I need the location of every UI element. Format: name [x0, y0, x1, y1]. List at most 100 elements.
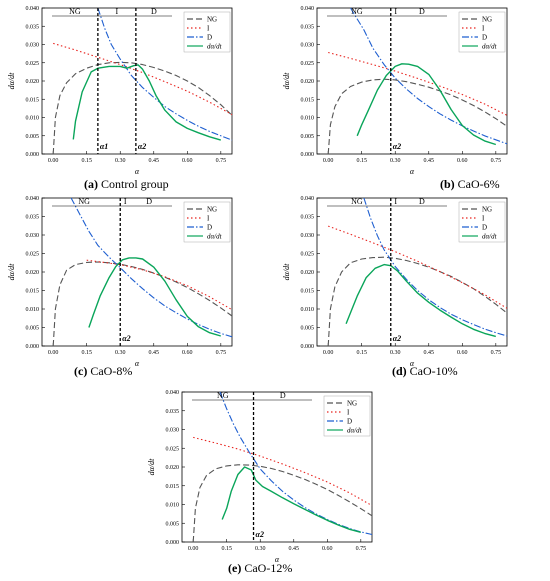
series-rate-line: [72, 64, 221, 141]
y-tick-label: 0.000: [166, 540, 180, 546]
series-i-line: [328, 51, 508, 116]
x-tick-label: 0.75: [491, 350, 502, 356]
legend-label-i: I: [207, 215, 210, 223]
caption-text: CaO-6%: [457, 177, 500, 191]
y-tick-label: 0.005: [26, 326, 40, 332]
series-i-line: [193, 436, 373, 507]
caption-letter: (c): [74, 364, 88, 378]
x-tick-label: 0.75: [356, 546, 367, 552]
chart-d: 0.000 0.005 0.010 0.015 0.020 0.025 0.030 0.035…: [282, 196, 508, 368]
legend-label-i: I: [482, 215, 485, 223]
x-tick-label: 0.60: [182, 158, 193, 164]
x-tick-label: 0.15: [81, 350, 92, 356]
series-rate-line: [356, 63, 497, 146]
x-tick-label: 0.15: [356, 350, 367, 356]
caption-text: Control group: [101, 177, 169, 191]
legend-label-i: I: [207, 25, 210, 33]
x-tick-label: 0.75: [216, 158, 227, 164]
alpha-label: α2: [256, 530, 264, 539]
region-label: D: [419, 197, 425, 206]
x-tick-label: 0.45: [424, 350, 435, 356]
y-tick-label: 0.030: [301, 233, 315, 239]
y-axis-label: dα/dt: [282, 263, 291, 280]
x-tick-label: 0.00: [188, 546, 199, 552]
x-tick-label: 0.15: [81, 158, 92, 164]
region-label: I: [124, 197, 127, 206]
x-tick-label: 0.60: [457, 350, 468, 356]
region-label: NG: [78, 197, 90, 206]
caption-e: (e) CaO-12%: [228, 561, 292, 576]
caption-letter: (e): [228, 561, 242, 575]
panel-e: 0.000 0.005 0.010 0.015 0.020 0.025 0.030 0.035…: [140, 382, 415, 567]
panel-d: 0.000 0.005 0.010 0.015 0.020 0.025 0.030 0.035…: [275, 190, 550, 375]
x-tick-label: 0.45: [289, 546, 300, 552]
panel-a: 0.000 0.005 0.010 0.015 0.020 0.025 0.030 0.035…: [0, 0, 275, 195]
x-tick-label: 0.30: [390, 158, 401, 164]
x-tick-label: 0.60: [322, 546, 333, 552]
caption-b: (b) CaO-6%: [440, 177, 500, 192]
legend-label-ng: NG: [482, 16, 492, 24]
chart-a: 0.000 0.005 0.010 0.015 0.020 0.025 0.030 0.035…: [7, 6, 233, 176]
series-ng-line: [327, 256, 508, 347]
x-tick-label: 0.30: [255, 546, 266, 552]
caption-letter: (d): [392, 364, 407, 378]
y-tick-label: 0.025: [301, 61, 315, 67]
y-tick-label: 0.025: [26, 61, 40, 67]
legend-label-d: D: [207, 34, 212, 42]
x-axis-label: α: [410, 167, 415, 176]
x-tick-label: 0.30: [390, 350, 401, 356]
x-axis-label: α: [410, 359, 415, 368]
legend-label-rate: dα/dt: [207, 43, 223, 51]
y-tick-label: 0.030: [301, 43, 315, 49]
legend-label-ng: NG: [207, 206, 217, 214]
alpha-label: α2: [393, 334, 401, 343]
y-tick-label: 0.010: [301, 307, 315, 313]
region-label: D: [280, 391, 286, 400]
x-tick-label: 0.00: [48, 350, 59, 356]
y-tick-label: 0.005: [26, 134, 40, 140]
legend-label-ng: NG: [347, 400, 357, 408]
y-tick-label: 0.000: [301, 152, 315, 158]
legend-label-d: D: [482, 224, 487, 232]
y-tick-label: 0.035: [166, 409, 180, 415]
y-tick-label: 0.010: [166, 503, 180, 509]
x-tick-label: 0.00: [323, 350, 334, 356]
y-axis-label: dα/dt: [7, 263, 16, 280]
legend-label-rate: dα/dt: [207, 233, 223, 241]
y-tick-label: 0.040: [26, 6, 40, 12]
x-axis-label: α: [135, 167, 140, 176]
legend-label-rate: dα/dt: [482, 43, 498, 51]
legend-label-i: I: [482, 25, 485, 33]
series-rate-line: [88, 257, 221, 337]
series-rate-line: [345, 263, 496, 338]
x-axis-label: α: [275, 555, 280, 564]
y-tick-label: 0.040: [26, 196, 40, 202]
chart-c: 0.000 0.005 0.010 0.015 0.020 0.025 0.030 0.035…: [7, 196, 233, 368]
y-tick-label: 0.030: [26, 233, 40, 239]
x-tick-label: 0.60: [182, 350, 193, 356]
series-i-line: [86, 259, 233, 311]
caption-c: (c) CaO-8%: [74, 364, 132, 379]
y-tick-label: 0.040: [166, 390, 180, 396]
y-tick-label: 0.015: [301, 97, 315, 103]
region-label: NG: [351, 197, 363, 206]
alpha-label: α2: [393, 142, 401, 151]
y-tick-label: 0.025: [301, 252, 315, 258]
series-ng-line: [192, 464, 373, 543]
caption-text: CaO-8%: [90, 364, 133, 378]
y-tick-label: 0.030: [26, 43, 40, 49]
legend-label-rate: dα/dt: [482, 233, 498, 241]
x-tick-label: 0.30: [115, 350, 126, 356]
legend-label-d: D: [482, 34, 487, 42]
y-tick-label: 0.010: [26, 307, 40, 313]
y-tick-label: 0.020: [26, 270, 40, 276]
y-tick-label: 0.000: [26, 152, 40, 158]
region-label: I: [394, 7, 397, 16]
series-ng-line: [52, 61, 233, 155]
y-tick-label: 0.040: [301, 196, 315, 202]
y-tick-label: 0.000: [26, 344, 40, 350]
y-tick-label: 0.005: [301, 326, 315, 332]
series-rate-line: [221, 466, 361, 533]
y-tick-label: 0.010: [301, 116, 315, 122]
caption-a: (a) Control group: [84, 177, 169, 192]
